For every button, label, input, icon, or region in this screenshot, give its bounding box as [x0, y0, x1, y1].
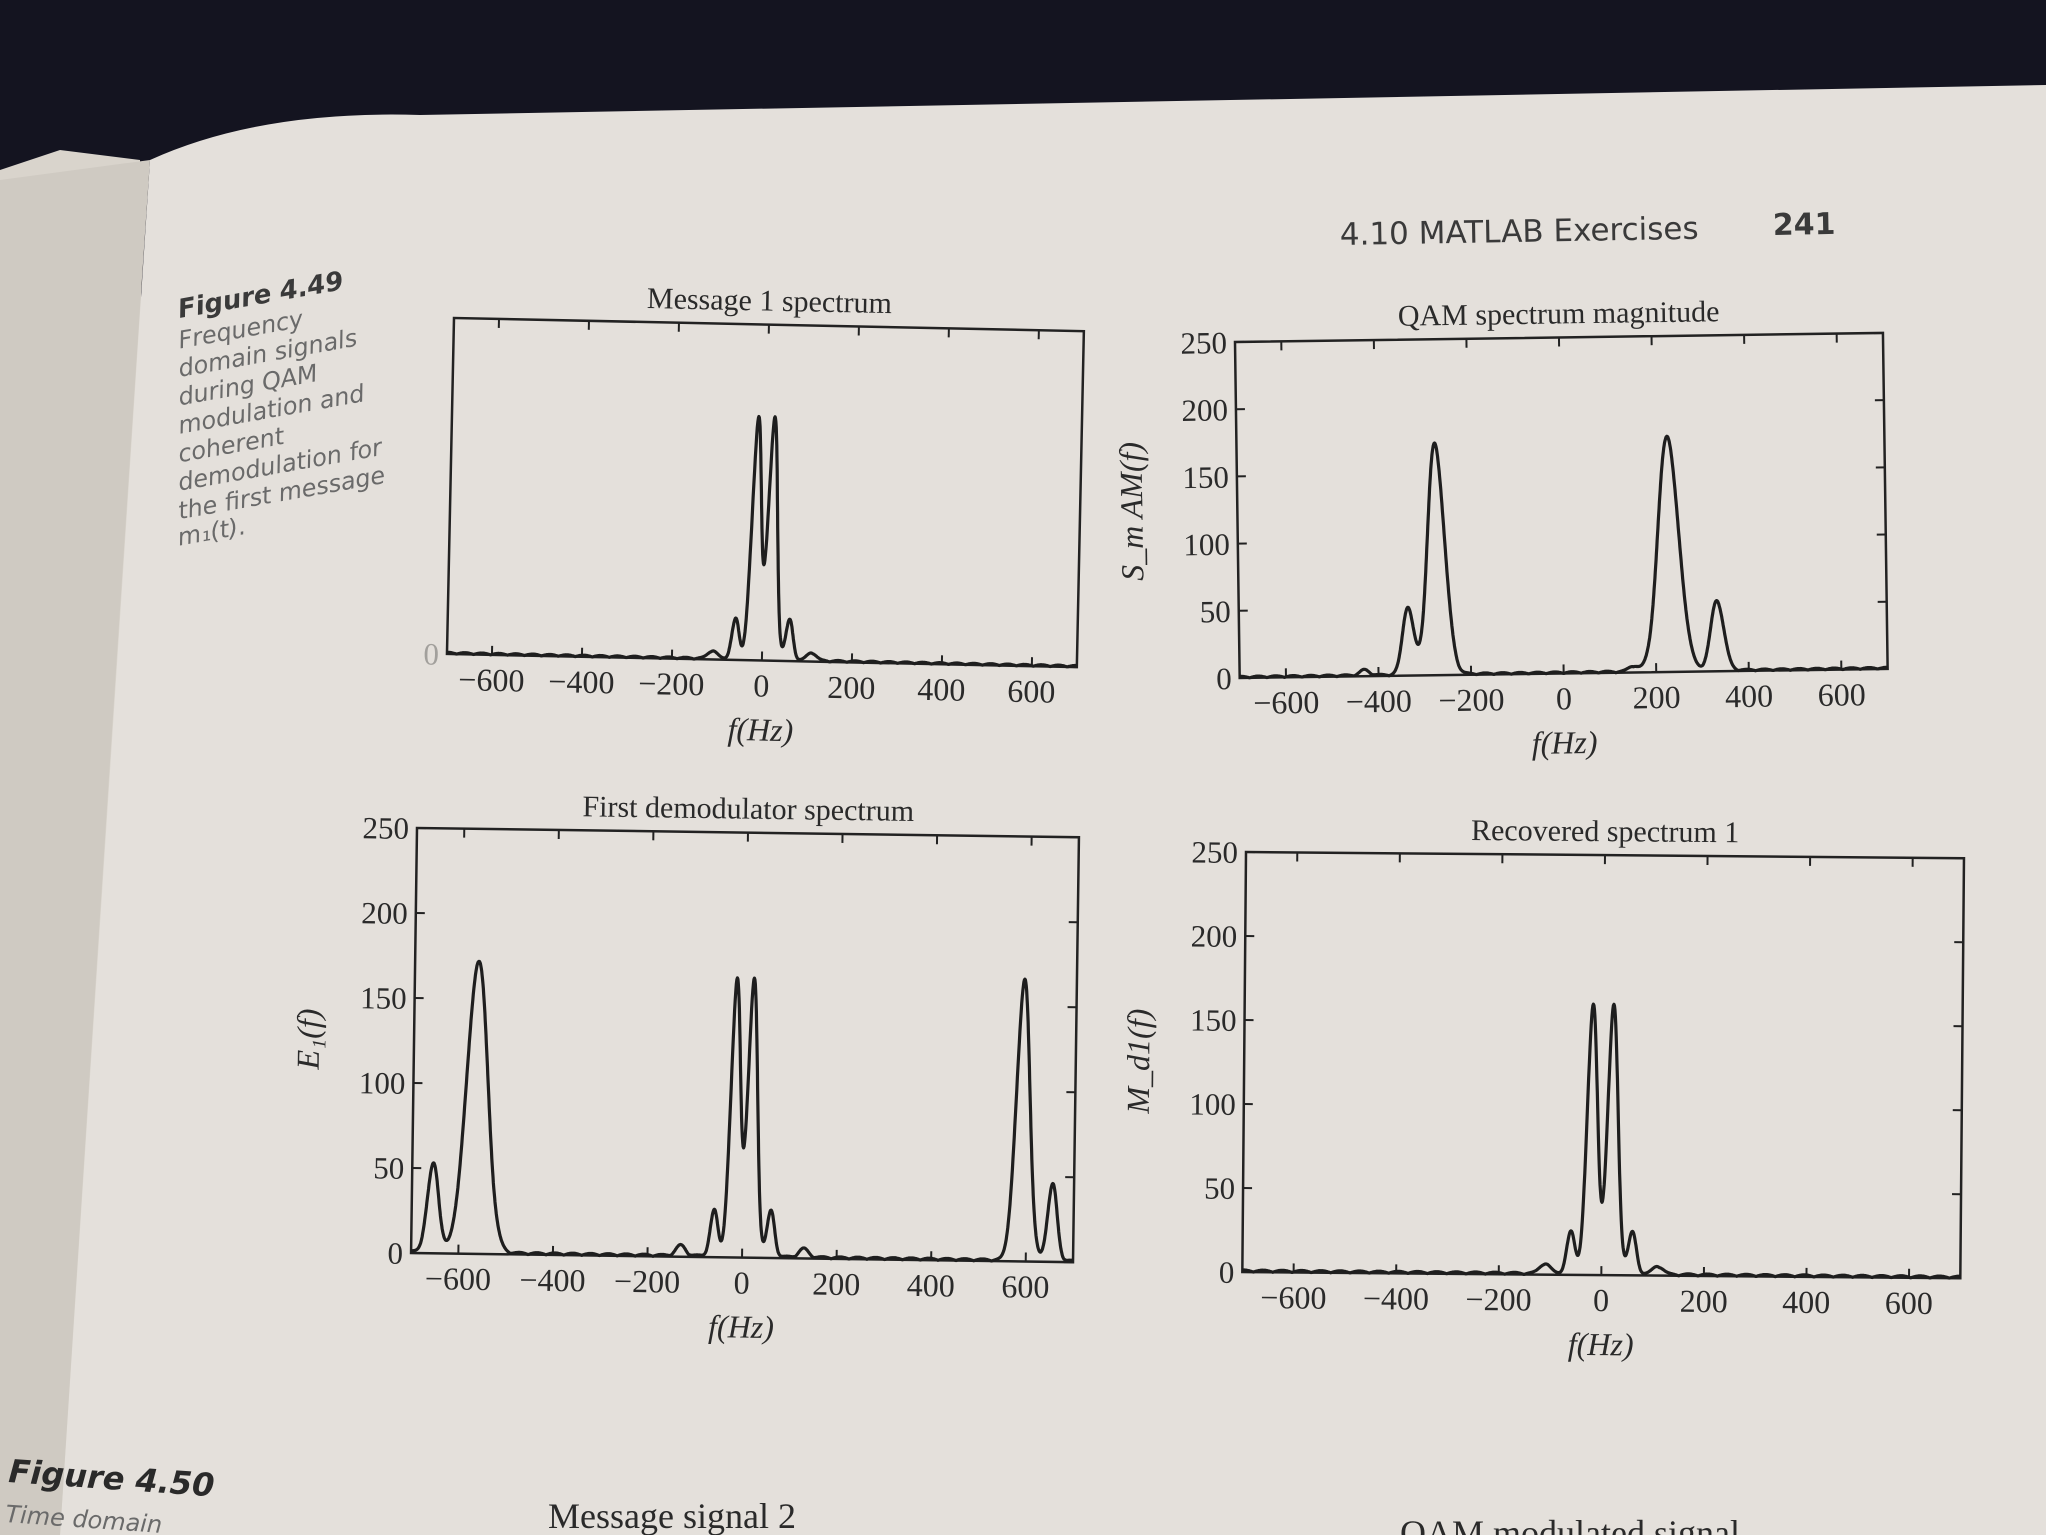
- x-tick-label: −400: [1363, 1280, 1429, 1317]
- chart-title: Recovered spectrum 1: [1471, 814, 1740, 849]
- y-tick-label: 200: [1181, 392, 1228, 428]
- spectrum-line: [445, 414, 1079, 669]
- x-tick-label: 600: [1007, 673, 1056, 710]
- x-tick-label: 400: [1725, 678, 1773, 715]
- x-tick-label: 200: [1632, 679, 1680, 716]
- y-axis-label: E₁(f): [290, 1008, 327, 1070]
- x-tick-label: −600: [1253, 684, 1320, 721]
- x-tick-label: 0: [753, 667, 770, 703]
- y-tick-label: 50: [1204, 1171, 1235, 1206]
- y-axis-label: M_d1(f): [1120, 1008, 1157, 1114]
- chart-title: QAM spectrum magnitude: [1398, 295, 1720, 332]
- x-tick-label: 400: [917, 671, 966, 708]
- y-tick-label: 100: [359, 1065, 406, 1101]
- bottom-title-qam-modulated: QAM modulated signal: [1400, 1513, 1740, 1535]
- y-tick-label: 150: [1190, 1003, 1237, 1038]
- y-tick-label: 0: [423, 636, 439, 671]
- x-tick-label: −400: [548, 663, 615, 700]
- x-tick-label: −200: [1465, 1281, 1531, 1318]
- y-tick-label: 200: [361, 895, 408, 931]
- x-tick-label: −400: [1346, 683, 1413, 720]
- x-tick-label: −600: [1260, 1279, 1326, 1316]
- y-tick-label: 0: [1216, 661, 1232, 696]
- spectrum-line: [1241, 1002, 1962, 1280]
- x-tick-label: −200: [638, 665, 705, 702]
- x-tick-label: 200: [827, 669, 876, 706]
- x-tick-label: −400: [519, 1261, 586, 1298]
- figure-4-50-caption: Figure 4.50 Time domain: [5, 1452, 216, 1535]
- bottom-title-message-signal-2: Message signal 2: [548, 1496, 796, 1535]
- x-tick-label: −600: [458, 661, 525, 698]
- y-tick-label: 150: [1182, 460, 1229, 496]
- x-tick-label: 600: [1817, 676, 1865, 713]
- x-tick-label: 200: [812, 1266, 860, 1303]
- page: [60, 85, 2046, 1535]
- x-tick-label: 200: [1680, 1283, 1728, 1319]
- x-tick-label: −200: [614, 1263, 681, 1300]
- x-axis-label: f(Hz): [1531, 724, 1597, 761]
- page-shadow: [0, 160, 150, 1535]
- charts: Message 1 spectrum −600 −400 −200 0 200 400 600…: [290, 282, 1966, 1363]
- x-axis-label: f(Hz): [708, 1308, 774, 1345]
- x-tick-label: 600: [1001, 1268, 1049, 1305]
- x-tick-label: 0: [733, 1264, 750, 1300]
- chart-first-demodulator-spectrum: First demodulator spectrum −600 −400 −200 0 2…: [290, 790, 1081, 1345]
- spectrum-line: [1238, 434, 1889, 680]
- x-tick-label: −200: [1438, 681, 1505, 718]
- chart-qam-spectrum-magnitude: QAM spectrum magnitude −600 −400 −200 0 200 40…: [1112, 295, 1889, 761]
- y-tick-label: 0: [1219, 1255, 1235, 1290]
- y-tick-label: 250: [1180, 325, 1227, 361]
- chart-title: Message 1 spectrum: [647, 282, 893, 320]
- x-tick-label: 400: [907, 1267, 955, 1304]
- x-tick-label: −600: [425, 1260, 492, 1297]
- chart-message-1-spectrum: Message 1 spectrum −600 −400 −200 0 200 400 600…: [423, 282, 1086, 748]
- x-axis-label: f(Hz): [727, 711, 794, 748]
- x-tick-label: 400: [1782, 1284, 1830, 1320]
- y-tick-label: 100: [1183, 527, 1230, 563]
- y-tick-label: 0: [387, 1236, 403, 1271]
- y-tick-label: 50: [1200, 594, 1231, 629]
- page-number: 241: [1773, 207, 1836, 243]
- y-tick-label: 100: [1189, 1087, 1236, 1122]
- section-header: 4.10 MATLAB Exercises: [1340, 211, 1699, 253]
- y-tick-label: 250: [1191, 835, 1238, 870]
- x-tick-label: 600: [1885, 1285, 1933, 1321]
- x-axis-label: f(Hz): [1568, 1326, 1634, 1363]
- x-tick-label: 0: [1593, 1282, 1609, 1318]
- y-tick-label: 250: [362, 810, 409, 846]
- chart-title: First demodulator spectrum: [582, 790, 914, 828]
- chart-recovered-spectrum-1: Recovered spectrum 1 −600 −400 −200 0 200 400 6…: [1120, 814, 1966, 1363]
- y-tick-label: 50: [373, 1150, 404, 1185]
- y-tick-label: 150: [360, 980, 407, 1016]
- y-axis-label: S_m AM(f): [1112, 442, 1150, 581]
- y-tick-label: 200: [1191, 919, 1238, 954]
- spectrum-line: [409, 959, 1075, 1263]
- x-tick-label: 0: [1556, 680, 1573, 716]
